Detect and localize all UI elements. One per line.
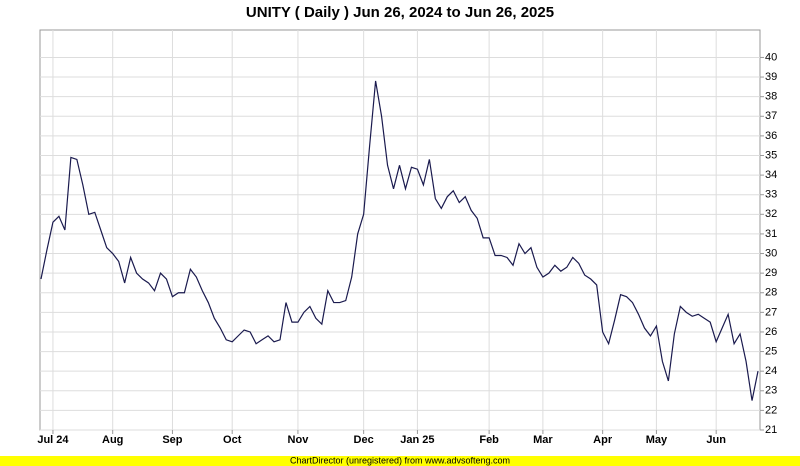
x-tick-label: Jan 25: [400, 434, 434, 446]
y-tick-label: 24: [765, 365, 777, 377]
y-tick-label: 33: [765, 189, 777, 201]
x-tick-label: Aug: [102, 434, 123, 446]
y-tick-label: 32: [765, 208, 777, 220]
footer-bar: [0, 456, 800, 466]
x-tick-label: Apr: [593, 434, 613, 446]
x-tick-label: Mar: [533, 434, 553, 446]
y-tick-label: 30: [765, 247, 777, 259]
y-tick-label: 31: [765, 228, 777, 240]
x-tick-label: Oct: [223, 434, 242, 446]
y-tick-label: 36: [765, 130, 777, 142]
plot-area: [39, 29, 761, 431]
y-tick-label: 21: [765, 424, 777, 436]
y-tick-label: 23: [765, 385, 777, 397]
y-tick-label: 27: [765, 306, 777, 318]
y-tick-label: 22: [765, 404, 777, 416]
y-tick-label: 29: [765, 267, 777, 279]
x-tick-label: Jul 24: [37, 434, 69, 446]
y-tick-label: 35: [765, 149, 777, 161]
y-tick-label: 25: [765, 345, 777, 357]
y-tick-label: 28: [765, 287, 777, 299]
x-tick-label: May: [646, 434, 668, 446]
x-tick-label: Jun: [706, 434, 726, 446]
y-tick-label: 26: [765, 326, 777, 338]
x-tick-label: Dec: [354, 434, 374, 446]
footer: ChartDirector (unregistered) from www.ad…: [290, 455, 510, 465]
x-tick-label: Nov: [288, 434, 310, 446]
y-tick-label: 37: [765, 110, 777, 122]
y-tick-label: 40: [765, 51, 777, 63]
chart-title: UNITY ( Daily ) Jun 26, 2024 to Jun 26, …: [246, 4, 554, 21]
price-line: [40, 80, 759, 401]
y-tick-label: 39: [765, 71, 777, 83]
x-tick-label: Feb: [479, 434, 499, 446]
x-tick-label: Sep: [162, 434, 182, 446]
y-tick-label: 34: [765, 169, 777, 181]
y-tick-label: 38: [765, 91, 777, 103]
